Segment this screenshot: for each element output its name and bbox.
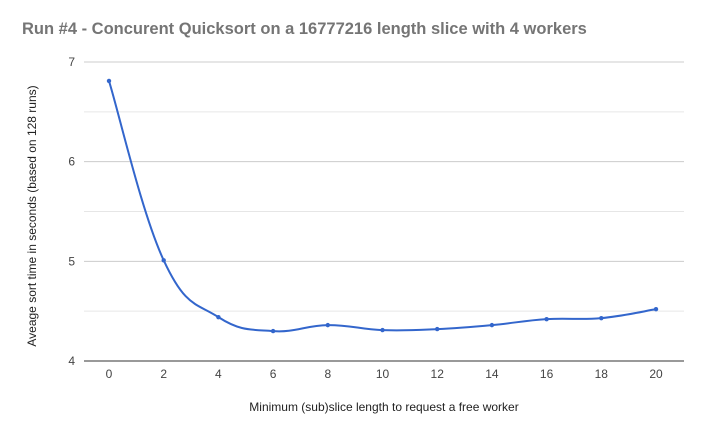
data-point	[106, 78, 112, 84]
y-tick-label: 6	[68, 155, 75, 169]
x-tick-label: 18	[595, 367, 609, 381]
y-tick-label: 7	[68, 55, 75, 69]
x-tick-label: 20	[649, 367, 663, 381]
chart-title: Run #4 - Concurent Quicksort on a 167772…	[22, 20, 587, 38]
data-point	[599, 315, 604, 321]
x-tick-label: 14	[485, 367, 499, 381]
y-tick-labels: 4 5 6 7	[68, 55, 75, 368]
x-tick-label: 16	[540, 367, 554, 381]
x-tick-label: 10	[376, 367, 390, 381]
data-point	[380, 327, 385, 333]
data-points	[106, 78, 659, 334]
x-tick-label: 8	[324, 367, 331, 381]
data-point	[435, 326, 440, 332]
y-axis-label: Aveage sort time in seconds (based on 12…	[25, 85, 39, 346]
x-tick-label: 6	[270, 367, 277, 381]
x-axis-label: Minimum (sub)slice length to request a f…	[249, 400, 518, 414]
data-point	[544, 316, 549, 322]
data-point	[489, 322, 495, 328]
y-tick-label: 5	[68, 254, 75, 268]
y-tick-label: 4	[68, 354, 75, 368]
x-tick-labels: 0 2 4 6 8 10 12 14 16 18 20	[106, 367, 663, 381]
x-tick-label: 0	[106, 367, 113, 381]
data-point	[161, 258, 166, 263]
data-point	[653, 306, 659, 312]
x-tick-label: 12	[431, 367, 445, 381]
gridlines	[84, 61, 684, 362]
series-line	[108, 79, 657, 333]
x-tick-label: 2	[160, 367, 167, 381]
data-point	[325, 322, 330, 328]
x-tick-label: 4	[215, 367, 222, 381]
data-point	[216, 314, 221, 320]
data-point	[270, 328, 276, 334]
